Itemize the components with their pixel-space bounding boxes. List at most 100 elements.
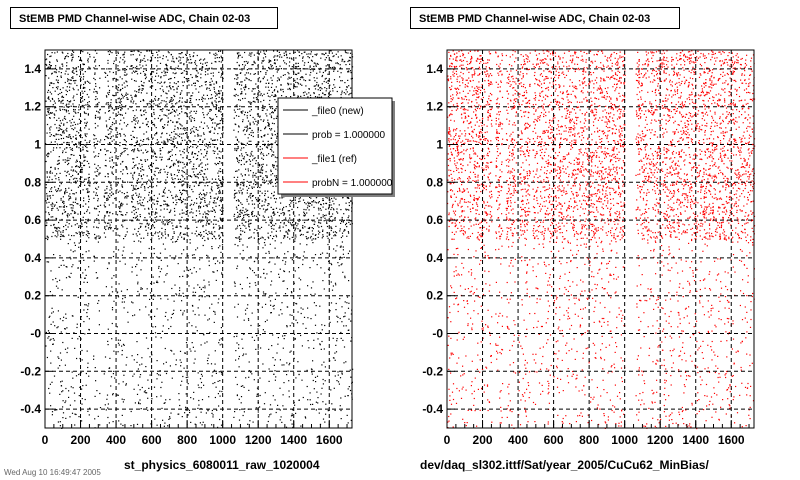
scatter-point — [117, 98, 119, 100]
scatter-point — [319, 69, 321, 71]
scatter-point — [74, 201, 76, 203]
scatter-point — [67, 73, 69, 75]
scatter-point — [270, 169, 272, 171]
scatter-point — [49, 61, 51, 63]
scatter-point — [206, 64, 208, 67]
scatter-point — [103, 195, 105, 197]
scatter-point — [77, 123, 79, 125]
scatter-point — [204, 185, 206, 187]
scatter-point — [125, 214, 127, 216]
scatter-point — [96, 110, 98, 112]
scatter-point — [214, 122, 216, 124]
scatter-point — [166, 93, 168, 95]
scatter-point — [132, 130, 134, 132]
scatter-point — [270, 180, 272, 182]
scatter-point — [63, 141, 65, 144]
scatter-point — [251, 187, 253, 189]
scatter-point — [70, 169, 72, 171]
scatter-point — [319, 207, 321, 210]
scatter-point — [236, 83, 238, 85]
scatter-point — [280, 202, 282, 204]
scatter-point — [331, 264, 333, 266]
scatter-point — [218, 204, 220, 207]
scatter-point — [84, 90, 86, 92]
scatter-point — [119, 190, 121, 192]
scatter-point — [200, 135, 202, 137]
scatter-point — [96, 194, 98, 197]
scatter-point — [275, 236, 278, 238]
scatter-point — [162, 235, 164, 237]
scatter-point — [72, 178, 75, 180]
scatter-point — [193, 131, 195, 133]
scatter-point — [110, 99, 112, 101]
scatter-point — [204, 201, 206, 203]
scatter-point — [201, 66, 203, 68]
scatter-point — [138, 228, 140, 230]
scatter-point — [95, 85, 97, 87]
scatter-point — [49, 100, 52, 102]
scatter-point — [85, 203, 87, 205]
scatter-point — [314, 53, 316, 56]
scatter-point — [131, 167, 134, 169]
scatter-point — [93, 151, 95, 153]
scatter-point — [192, 55, 195, 57]
scatter-point — [218, 228, 220, 230]
scatter-point — [140, 196, 142, 198]
scatter-point — [210, 197, 212, 199]
scatter-point — [193, 362, 195, 364]
scatter-point — [167, 152, 169, 154]
scatter-point — [156, 185, 158, 187]
scatter-point — [317, 225, 319, 227]
scatter-point — [251, 211, 253, 214]
scatter-point — [251, 212, 253, 214]
scatter-point — [156, 131, 158, 134]
scatter-point — [119, 235, 121, 237]
scatter-point — [84, 118, 86, 120]
scatter-point — [108, 53, 110, 55]
scatter-point — [85, 188, 88, 190]
scatter-point — [244, 133, 246, 136]
scatter-point — [190, 101, 192, 104]
scatter-point — [258, 77, 260, 79]
scatter-point — [193, 140, 195, 142]
scatter-point — [279, 56, 281, 58]
scatter-point — [64, 73, 66, 75]
scatter-point — [285, 54, 288, 56]
scatter-point — [132, 176, 134, 178]
scatter-point — [105, 192, 107, 194]
scatter-point — [48, 213, 50, 216]
scatter-point — [260, 51, 262, 53]
scatter-point — [63, 205, 66, 207]
scatter-point — [122, 97, 124, 99]
scatter-point — [313, 200, 315, 202]
scatter-point — [110, 227, 112, 229]
scatter-point — [153, 194, 155, 197]
scatter-point — [73, 121, 75, 123]
scatter-point — [292, 224, 295, 226]
scatter-point — [151, 76, 153, 78]
scatter-point — [337, 70, 339, 72]
scatter-point — [134, 90, 136, 92]
scatter-point — [110, 125, 112, 128]
scatter-point — [119, 57, 122, 59]
scatter-point — [258, 214, 261, 216]
scatter-point — [59, 66, 61, 68]
scatter-point — [176, 91, 178, 93]
scatter-point — [56, 119, 58, 121]
scatter-point — [176, 147, 178, 149]
scatter-point — [218, 235, 220, 237]
scatter-point — [205, 224, 207, 226]
scatter-point — [141, 85, 143, 87]
scatter-point — [161, 141, 163, 143]
scatter-point — [196, 54, 198, 57]
scatter-point — [214, 57, 216, 59]
scatter-point — [156, 133, 158, 135]
scatter-point — [205, 145, 207, 147]
scatter-point — [238, 126, 240, 128]
scatter-point — [276, 255, 278, 258]
scatter-point — [342, 235, 344, 237]
scatter-point — [203, 132, 205, 134]
scatter-point — [105, 165, 107, 167]
scatter-point — [320, 225, 323, 228]
scatter-point — [65, 70, 67, 72]
